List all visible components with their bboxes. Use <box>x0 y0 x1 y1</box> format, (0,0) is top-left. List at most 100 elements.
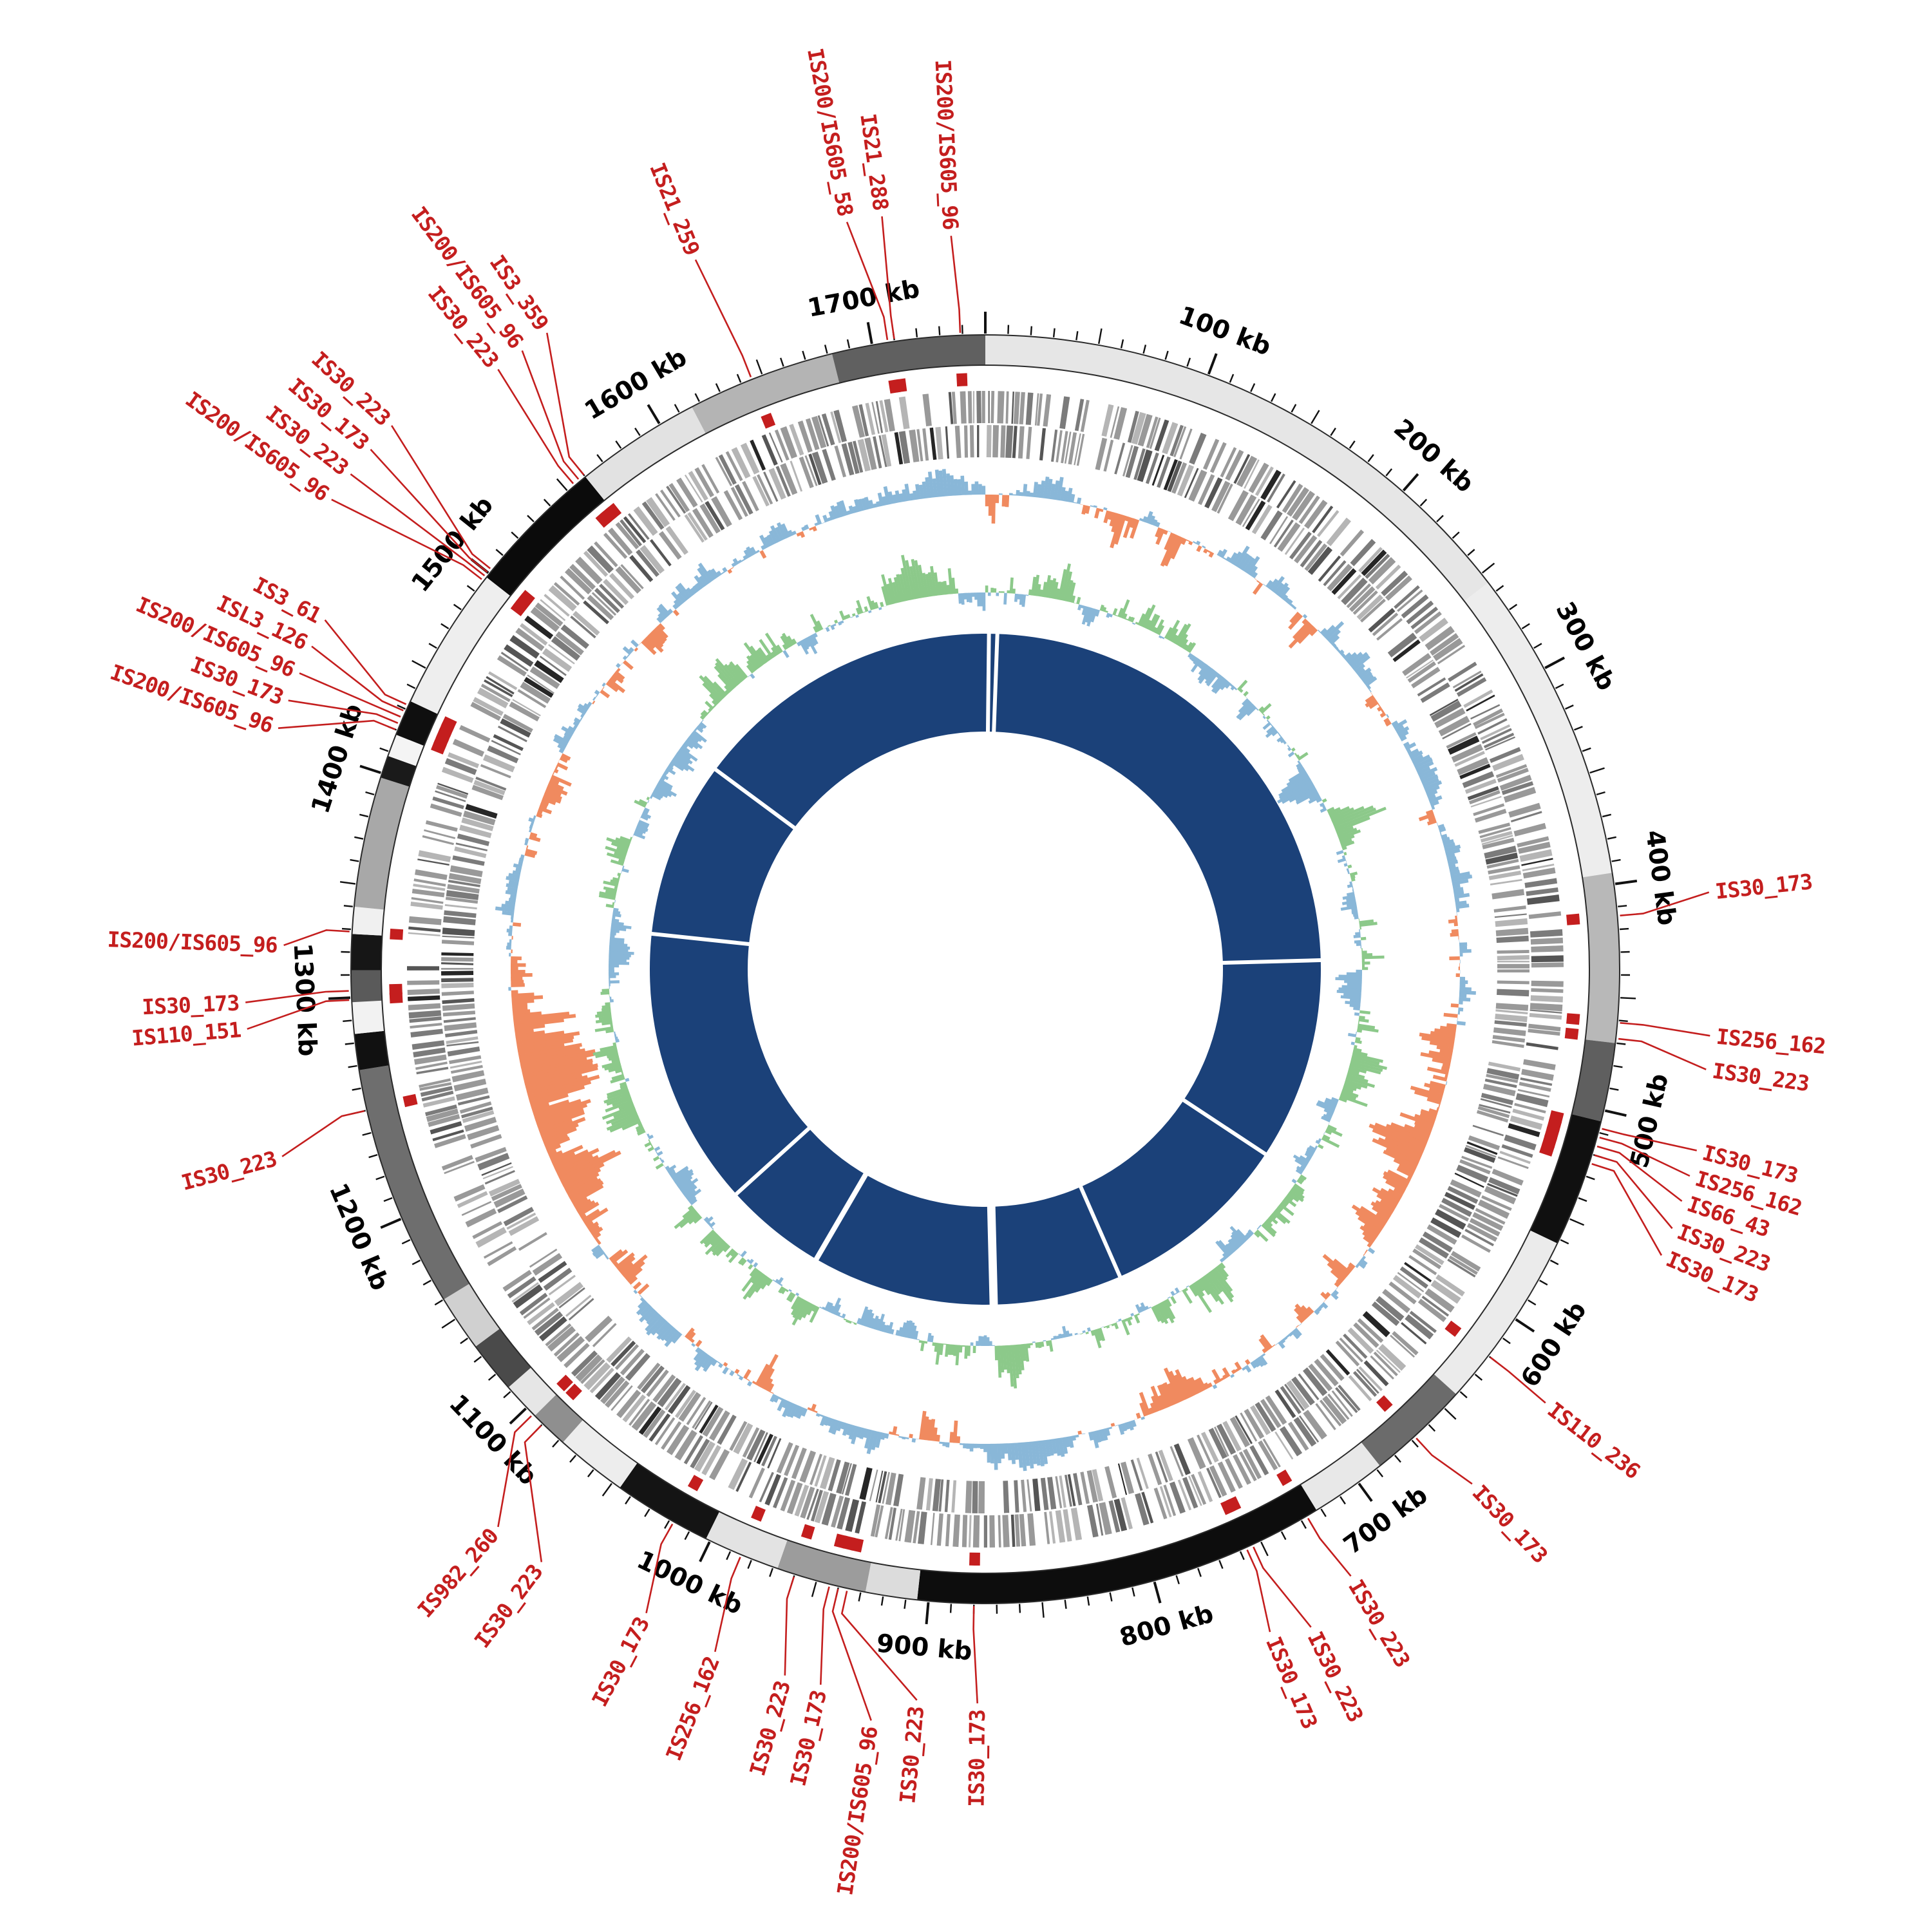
is-label: IS30_223 <box>1710 1058 1810 1096</box>
is-label: IS30_223 <box>744 1678 795 1779</box>
scale-tick <box>1452 531 1460 539</box>
contig-segment <box>475 1329 531 1388</box>
is-leader-line <box>324 619 407 705</box>
scale-tick-label: 1400 kb <box>306 700 368 817</box>
ring-inner-border <box>381 365 1590 1574</box>
scale-tick <box>1186 357 1191 367</box>
scale-tick <box>846 339 851 349</box>
scale-tick <box>1495 585 1504 592</box>
scale-tick <box>1340 1496 1346 1505</box>
is-leader-line <box>645 1523 674 1614</box>
is-position-mark <box>1539 1142 1555 1157</box>
scale-tick <box>1419 498 1428 507</box>
contig-segment <box>352 906 384 936</box>
is-leader-line <box>497 1415 532 1528</box>
scale-tick <box>1175 1575 1180 1585</box>
alignment-ring-gap <box>992 630 999 736</box>
scale-tick <box>644 1508 650 1517</box>
is-position-mark <box>389 992 403 1004</box>
is-position-mark <box>800 1524 815 1540</box>
scale-tick-label: 500 kb <box>1625 1071 1674 1171</box>
is-leader-line <box>281 1110 365 1157</box>
scale-tick <box>1521 623 1530 630</box>
scale-tick <box>1515 1318 1535 1333</box>
is-leader-line <box>1620 891 1710 916</box>
is-leader-line <box>694 259 752 377</box>
is-leader-line <box>1620 1022 1710 1037</box>
is-position-mark <box>850 1537 864 1553</box>
is-leader-line <box>840 1591 918 1701</box>
alignment-ring-gap <box>1179 1096 1270 1158</box>
is-position-mark <box>1376 1395 1393 1412</box>
is-leader-line <box>972 1605 978 1703</box>
gene-track <box>406 390 1564 1548</box>
scale-tick <box>348 1065 357 1068</box>
is-leader-line <box>245 990 349 1003</box>
scale-tick <box>440 623 450 630</box>
scale-tick <box>1611 858 1621 862</box>
scale-tick <box>811 1582 817 1597</box>
scale-tick <box>961 325 963 334</box>
contig-segment <box>585 406 706 500</box>
is-leader-line <box>1416 1437 1473 1485</box>
scale-tick <box>365 791 375 796</box>
scale-tick <box>1358 1482 1373 1502</box>
is-leader-line <box>278 719 396 730</box>
is-leader-line <box>1618 1037 1707 1070</box>
scale-tick-label: 800 kb <box>1117 1599 1217 1653</box>
is-leader-line <box>1596 1145 1683 1202</box>
is-label: IS30_223 <box>179 1146 279 1196</box>
is-leader-lines <box>245 216 1710 1721</box>
contig-segment <box>1582 873 1620 1043</box>
is-position-mark <box>751 1506 766 1522</box>
scale-tick <box>460 1338 468 1345</box>
scale-tick <box>715 383 721 392</box>
is-leader-line <box>820 1586 830 1685</box>
scale-tick <box>488 1374 497 1381</box>
scale-tick <box>925 1602 930 1625</box>
scale-tick <box>1604 1109 1627 1117</box>
scale-tick <box>866 322 873 345</box>
scale-tick <box>1052 328 1056 337</box>
contig-segment <box>508 1367 556 1416</box>
alignment-ring-gap <box>647 931 753 947</box>
is-leader-line <box>1307 1517 1352 1577</box>
is-label: IS21_259 <box>645 159 705 258</box>
scale-tick-label: 900 kb <box>875 1629 973 1667</box>
scale-tick <box>1602 813 1611 818</box>
scale-tick <box>1098 328 1103 345</box>
contig-segment <box>706 1511 788 1569</box>
is-position-mark <box>431 739 447 755</box>
alignment-ring-gap <box>987 1202 998 1309</box>
is-position-mark <box>1276 1469 1293 1486</box>
alignment-ring-gap <box>1218 958 1325 965</box>
scale-tick <box>1385 468 1393 477</box>
scale-tick <box>736 374 742 383</box>
scale-tick <box>375 1175 385 1180</box>
is-leader-line <box>714 1557 741 1653</box>
is-leader-line <box>831 1588 872 1721</box>
scale-tick <box>503 1391 511 1399</box>
alignment-ring-gap <box>732 1124 813 1198</box>
is-leader-line <box>311 645 404 712</box>
is-leader-line <box>288 699 399 724</box>
is-leader-line <box>881 216 895 339</box>
scale-tick <box>441 1318 455 1329</box>
alignment-ring <box>650 634 1321 1305</box>
scale-tick <box>615 440 622 449</box>
scale-tick <box>466 585 475 592</box>
scale-tick <box>1311 410 1320 424</box>
scale-tick <box>1207 353 1218 375</box>
contig-segment <box>1464 582 1613 878</box>
scale-tick <box>1007 325 1010 334</box>
scale-tick <box>422 1280 431 1286</box>
is-leader-line <box>524 1425 543 1562</box>
contig-segment <box>563 1419 638 1488</box>
is-label: IS200/IS605_96 <box>107 927 278 958</box>
scale-tick-label: 1600 kb <box>580 343 692 426</box>
scale-tick <box>1555 683 1564 689</box>
is-label: IS110_151 <box>131 1017 242 1051</box>
scale-tick <box>1609 1087 1619 1091</box>
scale-tick <box>1330 428 1336 437</box>
